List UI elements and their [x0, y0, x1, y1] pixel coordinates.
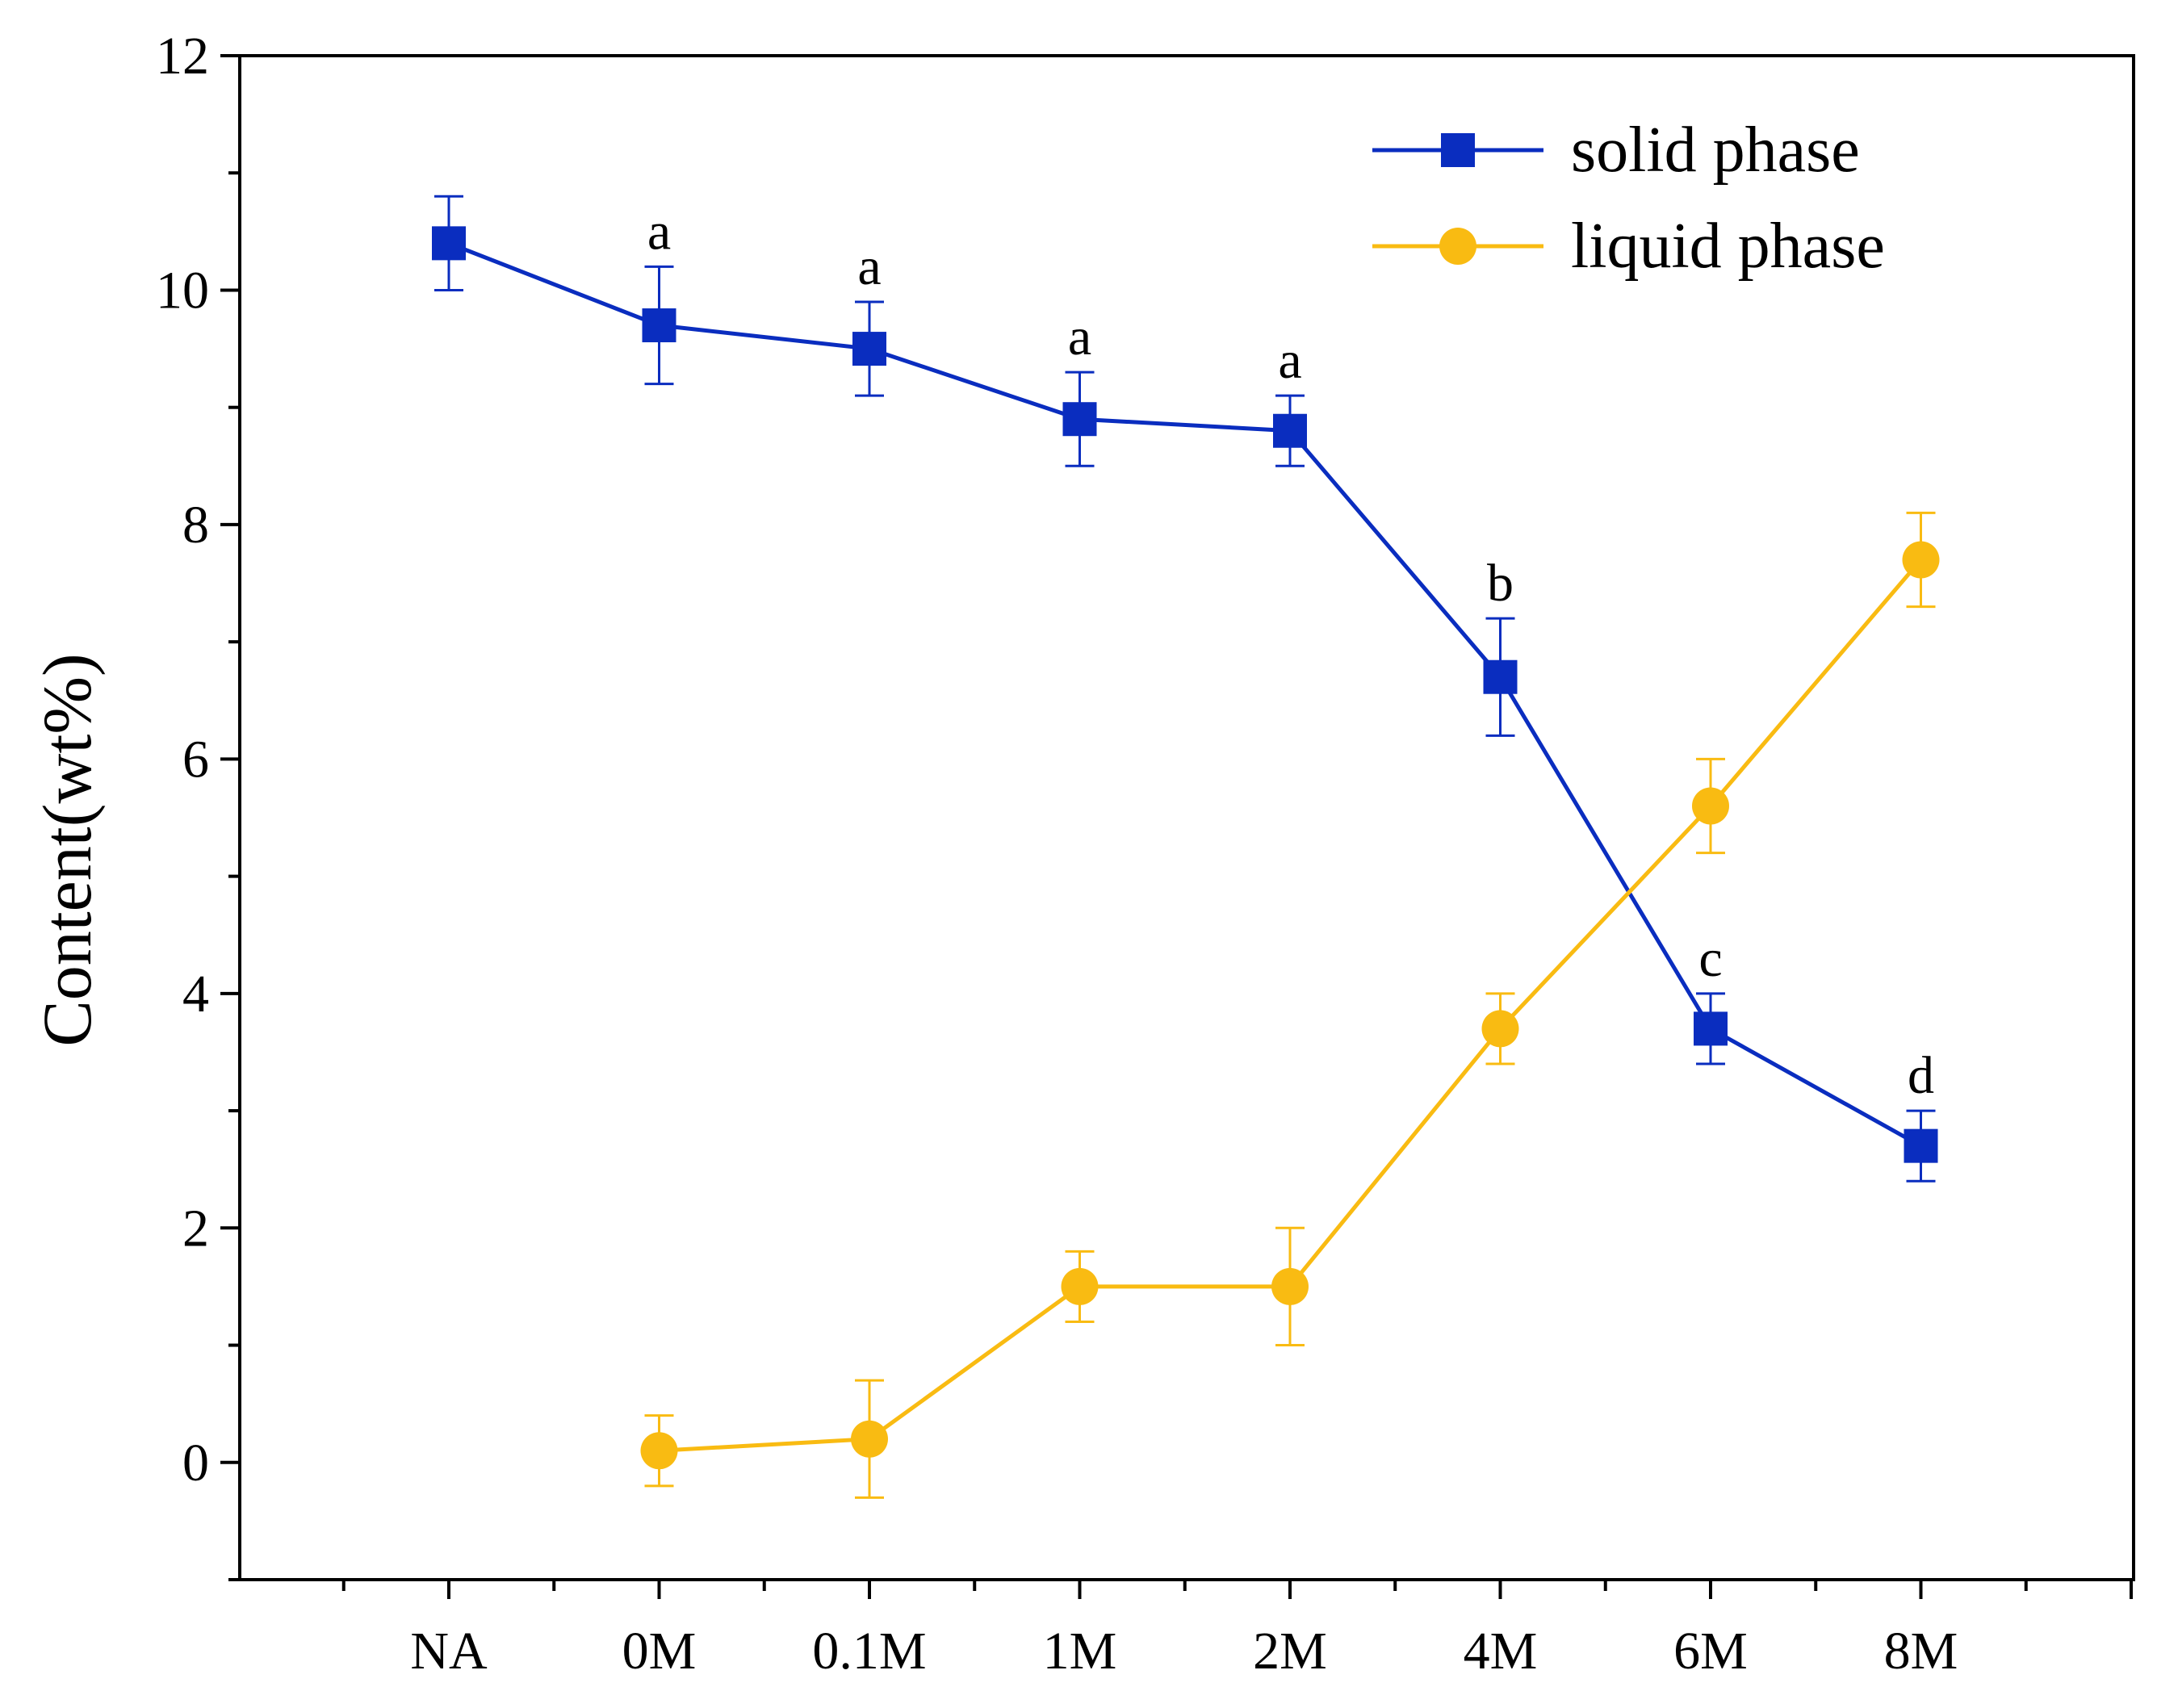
legend-label: solid phase	[1571, 115, 1860, 186]
significance-letter: b	[1487, 554, 1514, 613]
x-tick-label: NA	[410, 1622, 488, 1681]
legend-label: liquid phase	[1571, 211, 1885, 282]
data-point	[1273, 413, 1307, 448]
data-point	[642, 308, 676, 343]
data-point	[1692, 787, 1729, 825]
legend-item: solid phase	[1372, 115, 1860, 186]
y-tick-label: 8	[182, 496, 209, 555]
data-point	[1062, 402, 1097, 437]
data-point	[851, 1420, 888, 1458]
significance-letter: a	[1278, 331, 1301, 390]
y-tick-label: 2	[182, 1199, 209, 1258]
significance-letter: c	[1698, 929, 1722, 988]
significance-letter: d	[1908, 1046, 1934, 1105]
x-tick-label: 2M	[1253, 1622, 1327, 1681]
legend: solid phase liquid phase	[1372, 115, 1885, 282]
y-tick-label: 4	[182, 965, 209, 1024]
significance-letter: a	[857, 237, 881, 296]
data-point	[1271, 1267, 1309, 1305]
axes: 0 2 4 6 8 10 12 NA 0M 0.1M 1M 2M 4M 6M 8M Content(wt%)	[28, 27, 2135, 1681]
data-point	[1694, 1011, 1728, 1046]
y-tick-label: 12	[156, 27, 209, 86]
legend-marker	[1441, 133, 1475, 167]
legend-marker	[1439, 228, 1476, 265]
x-tick-label: 8M	[1884, 1622, 1958, 1681]
data-point	[1904, 1128, 1938, 1163]
series-1	[640, 511, 1940, 1499]
y-axis: 0 2 4 6 8 10 12	[156, 27, 240, 1581]
data-point	[852, 332, 886, 366]
data-point	[640, 1432, 678, 1470]
significance-letter: a	[1068, 308, 1091, 366]
series-0: a a a a b c d	[432, 195, 1938, 1183]
x-tick-label: 0M	[622, 1622, 697, 1681]
legend-item: liquid phase	[1372, 211, 1885, 282]
data-point	[1061, 1267, 1099, 1305]
data-point	[1483, 659, 1518, 694]
y-tick-label: 6	[182, 730, 209, 789]
significance-letter: a	[647, 202, 671, 261]
series-layer: a a a a b c d	[432, 195, 1940, 1499]
series-line	[448, 241, 1922, 1148]
data-point	[432, 226, 466, 261]
y-axis-title: Content(wt%)	[28, 653, 106, 1046]
data-point	[1481, 1010, 1519, 1048]
y-tick-label: 0	[182, 1434, 209, 1492]
x-tick-label: 4M	[1464, 1622, 1538, 1681]
data-point	[1902, 541, 1940, 579]
x-tick-label: 6M	[1673, 1622, 1748, 1681]
x-tick-label: 1M	[1043, 1622, 1117, 1681]
x-axis: NA 0M 0.1M 1M 2M 4M 6M 8M	[341, 1580, 2133, 1681]
y-tick-label: 10	[156, 261, 209, 320]
plot-frame	[238, 54, 2135, 1581]
x-tick-label: 0.1M	[812, 1622, 926, 1681]
